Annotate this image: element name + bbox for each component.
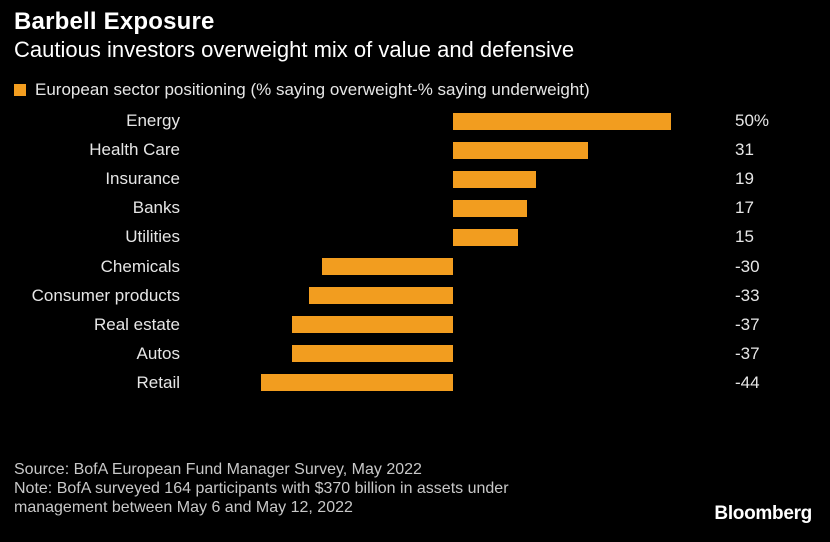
chart-title: Barbell Exposure	[14, 8, 215, 35]
bloomberg-logo: Bloomberg	[714, 503, 812, 524]
survey-note-line-1: Note: BofA surveyed 164 participants wit…	[14, 480, 509, 497]
value-label: -30	[735, 256, 760, 276]
category-label: Banks	[132, 198, 180, 218]
chart-subtitle: Cautious investors overweight mix of val…	[14, 37, 575, 62]
value-label: -33	[735, 285, 760, 305]
bar	[291, 345, 453, 363]
category-label: Retail	[136, 372, 180, 392]
value-label: 19	[735, 169, 754, 189]
bar	[453, 141, 589, 159]
value-label: 50%	[735, 111, 770, 130]
value-label: -44	[735, 372, 760, 392]
bar	[453, 199, 528, 217]
bar	[453, 228, 519, 246]
value-label: -37	[735, 343, 760, 363]
category-label: Consumer products	[31, 285, 180, 305]
category-label: Utilities	[125, 227, 180, 247]
category-label: Energy	[126, 111, 180, 130]
bar	[322, 258, 453, 275]
source-note: Source: BofA European Fund Manager Surve…	[14, 461, 422, 478]
value-label: 17	[735, 198, 754, 218]
value-label: -37	[735, 314, 760, 334]
value-label: 31	[735, 140, 754, 160]
category-label: Autos	[136, 343, 180, 363]
legend: European sector positioning (% saying ov…	[14, 80, 590, 100]
footer: Source: BofA European Fund Manager Surve…	[14, 460, 509, 517]
legend-label: European sector positioning (% saying ov…	[35, 80, 590, 99]
bar	[291, 316, 453, 334]
category-label: Real estate	[94, 314, 180, 334]
legend-swatch	[14, 84, 26, 96]
category-label: Health Care	[89, 140, 180, 160]
bar	[261, 374, 453, 392]
bar	[453, 170, 536, 188]
category-label: Chemicals	[100, 256, 180, 276]
bar	[453, 112, 671, 130]
bar	[309, 287, 453, 305]
value-label: 15	[735, 227, 754, 247]
survey-note-line-2: management between May 6 and May 12, 202…	[14, 499, 353, 516]
bar-chart: Energy 50% Health Care 31 Insurance 19 Banks 17…	[31, 111, 770, 392]
category-label: Insurance	[105, 169, 180, 189]
